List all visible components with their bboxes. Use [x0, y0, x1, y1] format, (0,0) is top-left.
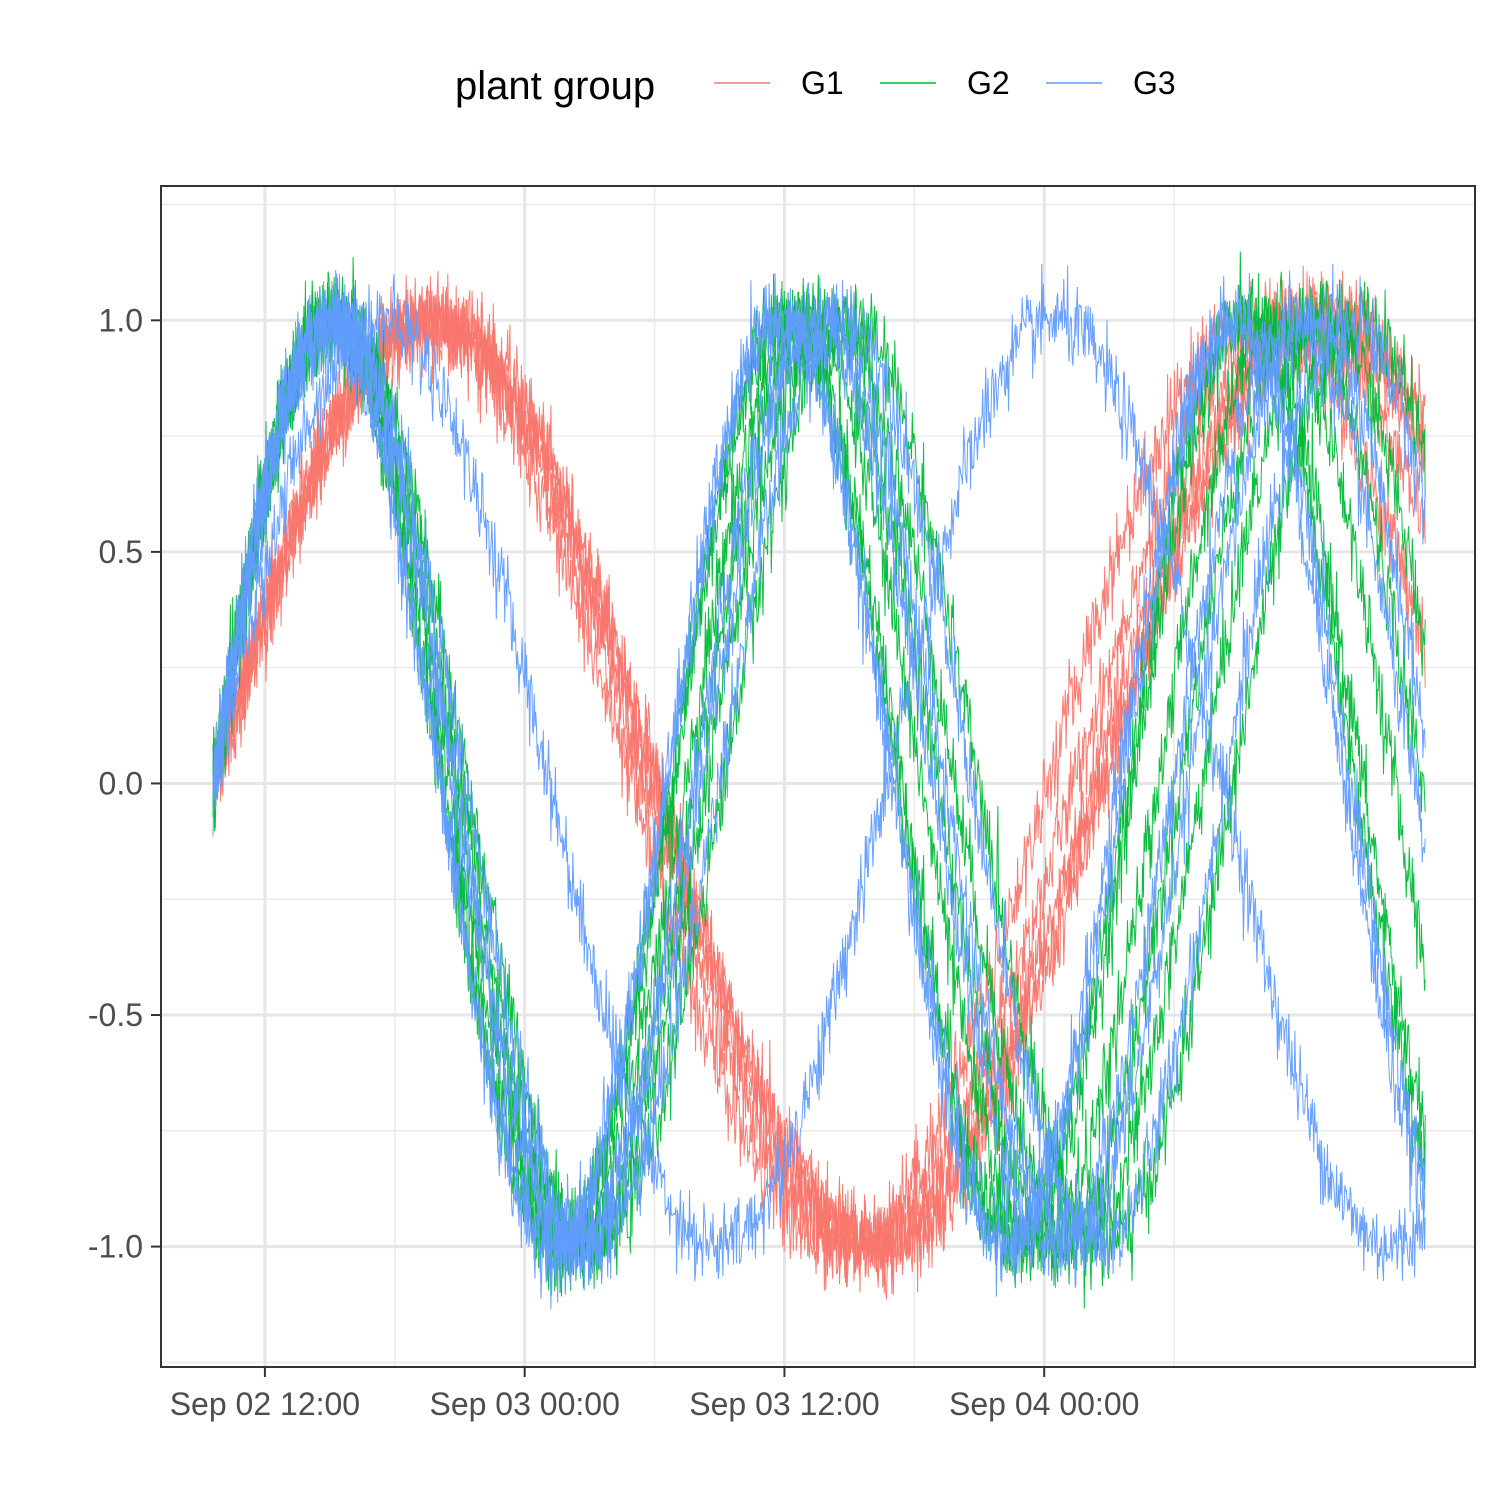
- x-tick-label: Sep 03 00:00: [429, 1386, 619, 1422]
- series-layer: [212, 251, 1426, 1310]
- legend-entry-g1: G1: [714, 65, 844, 101]
- x-axis: Sep 02 12:00 Sep 03 00:00 Sep 03 12:00 Sep …: [170, 1367, 1139, 1422]
- y-tick-label: 1.0: [99, 302, 143, 338]
- series-line-g3-2: [212, 273, 1426, 1310]
- legend-entry-g3: G3: [1046, 65, 1176, 101]
- y-tick-label: 0.5: [99, 534, 143, 570]
- x-tick-label: Sep 04 00:00: [949, 1386, 1139, 1422]
- series-line-g3-3: [212, 270, 1426, 1303]
- x-tick-label: Sep 03 12:00: [689, 1386, 879, 1422]
- y-tick-label: -0.5: [88, 997, 143, 1033]
- series-line-g3-1: [212, 263, 1426, 1282]
- legend-label: G2: [967, 65, 1010, 101]
- legend-label: G1: [801, 65, 844, 101]
- y-tick-label: -1.0: [88, 1229, 143, 1265]
- y-tick-label: 0.0: [99, 765, 143, 801]
- legend-entry-g2: G2: [880, 65, 1010, 101]
- legend-title: plant group: [455, 64, 655, 108]
- series-line-g3-6: [212, 273, 1426, 1285]
- legend: plant group G1 G2 G3: [455, 64, 1176, 108]
- x-tick-label: Sep 02 12:00: [170, 1386, 360, 1422]
- legend-label: G3: [1133, 65, 1176, 101]
- y-axis: -1.0 -0.5 0.0 0.5 1.0: [88, 302, 161, 1265]
- series-line-g3-4: [212, 270, 1426, 1285]
- plot-panel-border: [160, 185, 1476, 1368]
